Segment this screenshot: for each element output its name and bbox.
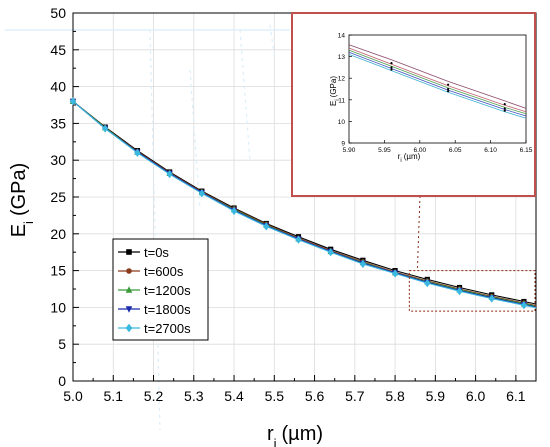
data-point [391,269,399,278]
x-tick-label: 5.6 [305,388,325,404]
inset-series-line [348,44,527,109]
inset-x-tick-label: 6.00 [413,147,426,154]
data-point [125,323,133,333]
inset-y-tick-label: 12 [338,76,346,83]
inset-y-tick-label: 14 [338,33,346,40]
x-tick-label: 5.2 [144,388,164,404]
legend-entry: t=1800s [118,302,191,317]
series-t-2700s [69,97,537,310]
data-point [295,235,302,244]
main-series [69,97,537,310]
inset-y-tick-label: 9 [341,141,345,148]
y-tick-label: 45 [50,42,66,58]
legend-label: t=0s [144,245,169,260]
x-tick-label: 5.3 [184,388,204,404]
y-tick-label: 0 [58,373,66,389]
x-tick-label: 5.7 [345,388,365,404]
inset-data-point [447,87,450,91]
y-tick-label: 50 [50,5,66,21]
y-tick-label: 30 [50,152,66,168]
x-tick-label: 6.0 [466,388,486,404]
data-point [488,294,495,303]
x-axis-label: ri (µm) [267,423,323,447]
x-tick-label: 5.0 [63,388,83,404]
x-tick-label: 5.4 [224,388,244,404]
data-point [166,170,173,179]
inset-chart: 5.90 5.95 6.00 6.05 6.10 6.15 9 10 11 12 13 14 [291,12,536,197]
data-point [520,301,528,310]
background-dash [269,24,276,61]
series-line [72,100,537,307]
inset-series-line [348,47,527,113]
legend-entry: t=0s [118,245,169,260]
series-line [72,100,537,305]
data-point [198,189,205,198]
data-point [327,248,334,257]
y-tick-label: 10 [50,299,66,315]
data-point [102,124,109,133]
data-point [263,222,270,231]
inset-plot-frame [348,34,527,144]
inset-series-line [348,49,527,115]
legend-entry: t=600s [118,264,184,279]
y-tick-label: 25 [50,189,66,205]
inset-x-tick-label: 5.95 [378,147,391,154]
data-point [134,148,141,157]
x-tick-label: 5.1 [104,388,124,404]
y-tick-label: 35 [50,115,66,131]
data-point [456,287,463,296]
inset-data-point [447,83,450,86]
series-line [72,100,537,308]
inset-data-point [390,68,393,71]
legend-label: t=1200s [144,283,191,298]
legend-entry: t=1200s [118,283,191,298]
y-tick-label: 40 [50,79,66,95]
data-point [424,279,431,288]
series-line [72,100,537,309]
y-axis-label: Ei(GPa) [8,163,36,238]
data-point [125,306,133,313]
data-point [69,97,77,106]
inset-data-point [390,61,393,65]
legend-label: t=1800s [144,302,191,317]
x-tick-label: 5.8 [385,388,405,404]
inset-y-tick-label: 10 [338,119,346,126]
inset-data-point [390,66,393,69]
zoom-guide [408,195,536,312]
data-point [359,259,366,269]
inset-x-axis-label: ri (µm) [398,152,421,164]
legend-box [112,238,209,341]
inset-y-tick-label: 11 [338,97,345,104]
inset-data-point [503,107,506,110]
x-tick-label: 5.9 [426,388,446,404]
y-tick-label: 15 [50,263,66,279]
inset-data-point [447,90,450,93]
background-dash [239,29,251,161]
legend: t=0s t=600s t=1200s t=1800s t=2700s [112,238,209,341]
inset-x-tick-label: 5.90 [343,147,356,154]
legend-label: t=600s [144,264,184,279]
data-point [126,268,132,274]
inset-y-tick-label: 13 [338,54,346,61]
inset-data-point [503,109,506,112]
y-tick-label: 5 [58,336,66,352]
inset-x-tick-label: 6.10 [484,147,497,154]
x-tick-label: 6.1 [506,388,526,404]
inset-frame [291,12,536,197]
legend-label: t=2700s [144,321,191,336]
background-dash [189,69,201,211]
zoom-region [408,270,536,312]
inset-y-axis-label: Ei(GPa) [329,76,341,106]
data-point [125,286,133,293]
inset-data-point [503,103,506,106]
x-tick-label: 5.5 [265,388,285,404]
legend-entry: t=2700s [118,321,191,336]
data-point [126,249,132,255]
inset-x-tick-label: 6.15 [520,147,533,154]
inset-x-tick-label: 6.05 [449,147,462,154]
y-tick-label: 20 [50,226,66,242]
data-point [230,206,238,216]
